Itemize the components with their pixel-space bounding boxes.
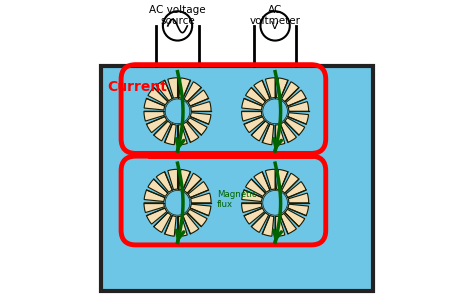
Wedge shape — [244, 117, 264, 133]
Wedge shape — [275, 216, 285, 236]
Wedge shape — [188, 181, 209, 198]
Wedge shape — [288, 193, 309, 203]
Wedge shape — [254, 80, 270, 101]
Wedge shape — [178, 124, 187, 145]
Wedge shape — [242, 111, 262, 121]
Wedge shape — [146, 208, 167, 224]
Wedge shape — [144, 111, 164, 121]
Wedge shape — [285, 118, 305, 135]
Wedge shape — [178, 216, 187, 236]
Wedge shape — [242, 203, 262, 213]
Wedge shape — [190, 204, 211, 216]
Circle shape — [165, 99, 190, 124]
Bar — [101, 66, 373, 291]
Wedge shape — [285, 209, 305, 227]
Wedge shape — [191, 193, 211, 203]
Wedge shape — [286, 181, 306, 198]
Circle shape — [165, 190, 190, 215]
Wedge shape — [184, 173, 201, 193]
Wedge shape — [251, 213, 269, 232]
Wedge shape — [265, 169, 275, 190]
Wedge shape — [275, 124, 285, 145]
Wedge shape — [246, 88, 265, 105]
Wedge shape — [262, 216, 274, 236]
Wedge shape — [156, 80, 172, 101]
Wedge shape — [179, 78, 191, 99]
Wedge shape — [288, 113, 309, 124]
Circle shape — [263, 99, 287, 124]
Wedge shape — [281, 214, 296, 234]
Wedge shape — [276, 78, 288, 99]
Wedge shape — [144, 99, 165, 110]
Wedge shape — [187, 209, 207, 227]
Wedge shape — [168, 169, 178, 190]
Wedge shape — [242, 190, 263, 202]
Text: V: V — [271, 21, 279, 31]
Circle shape — [263, 190, 287, 215]
Wedge shape — [148, 179, 168, 196]
Wedge shape — [244, 208, 264, 224]
Wedge shape — [184, 82, 201, 102]
Wedge shape — [148, 88, 168, 105]
Wedge shape — [191, 102, 211, 111]
Wedge shape — [246, 179, 265, 196]
Text: Current: Current — [108, 80, 167, 94]
Wedge shape — [282, 82, 299, 102]
Wedge shape — [276, 170, 288, 190]
Wedge shape — [251, 121, 269, 141]
Wedge shape — [146, 117, 167, 133]
Text: AC
voltmeter: AC voltmeter — [250, 5, 301, 26]
Wedge shape — [179, 170, 191, 190]
Wedge shape — [168, 78, 178, 98]
Wedge shape — [190, 113, 211, 124]
Wedge shape — [242, 99, 263, 110]
Wedge shape — [156, 172, 172, 192]
Circle shape — [163, 11, 192, 41]
Wedge shape — [144, 203, 164, 213]
Wedge shape — [254, 172, 270, 192]
Wedge shape — [288, 204, 309, 216]
Wedge shape — [262, 124, 274, 145]
Wedge shape — [282, 173, 299, 193]
Wedge shape — [188, 90, 209, 106]
Wedge shape — [183, 214, 199, 234]
Wedge shape — [154, 121, 171, 141]
Text: AC voltage
source: AC voltage source — [149, 5, 206, 26]
Wedge shape — [265, 78, 275, 98]
Wedge shape — [288, 102, 309, 111]
Wedge shape — [144, 190, 165, 202]
Wedge shape — [164, 216, 176, 236]
Wedge shape — [187, 118, 207, 135]
Text: Magnetic
flux: Magnetic flux — [217, 190, 257, 210]
Wedge shape — [281, 122, 296, 142]
Wedge shape — [154, 213, 171, 232]
Wedge shape — [286, 90, 306, 106]
Wedge shape — [164, 124, 176, 145]
Wedge shape — [183, 122, 199, 142]
Circle shape — [261, 11, 290, 41]
